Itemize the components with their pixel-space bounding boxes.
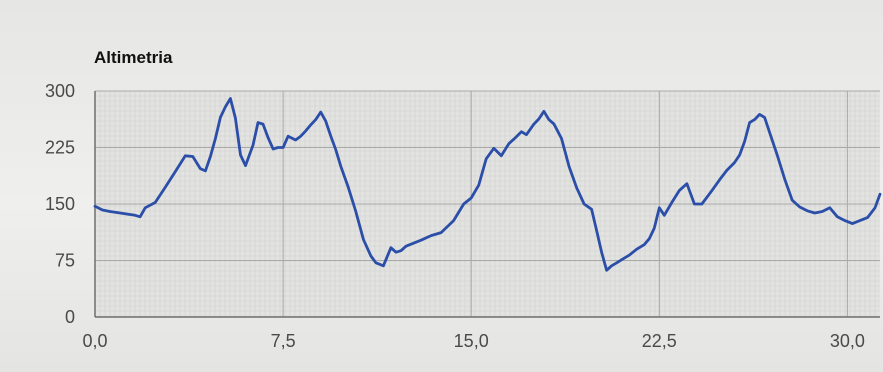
x-tick-label: 30,0 <box>830 331 865 351</box>
y-tick-label: 75 <box>55 251 75 271</box>
x-tick-label: 15,0 <box>454 331 489 351</box>
y-tick-label: 300 <box>45 81 75 101</box>
x-tick-labels: 0,0 7,5 15,0 22,5 30,0 <box>82 331 864 351</box>
y-tick-label: 0 <box>65 307 75 327</box>
y-tick-label: 225 <box>45 138 75 158</box>
chart-title: Altimetria <box>94 48 173 67</box>
y-tick-labels: 0 75 150 225 300 <box>45 81 75 327</box>
x-tick-label: 22,5 <box>642 331 677 351</box>
y-tick-label: 150 <box>45 194 75 214</box>
series-line-altimetria <box>93 97 882 272</box>
x-tick-label: 7,5 <box>271 331 296 351</box>
x-tick-label: 0,0 <box>82 331 107 351</box>
